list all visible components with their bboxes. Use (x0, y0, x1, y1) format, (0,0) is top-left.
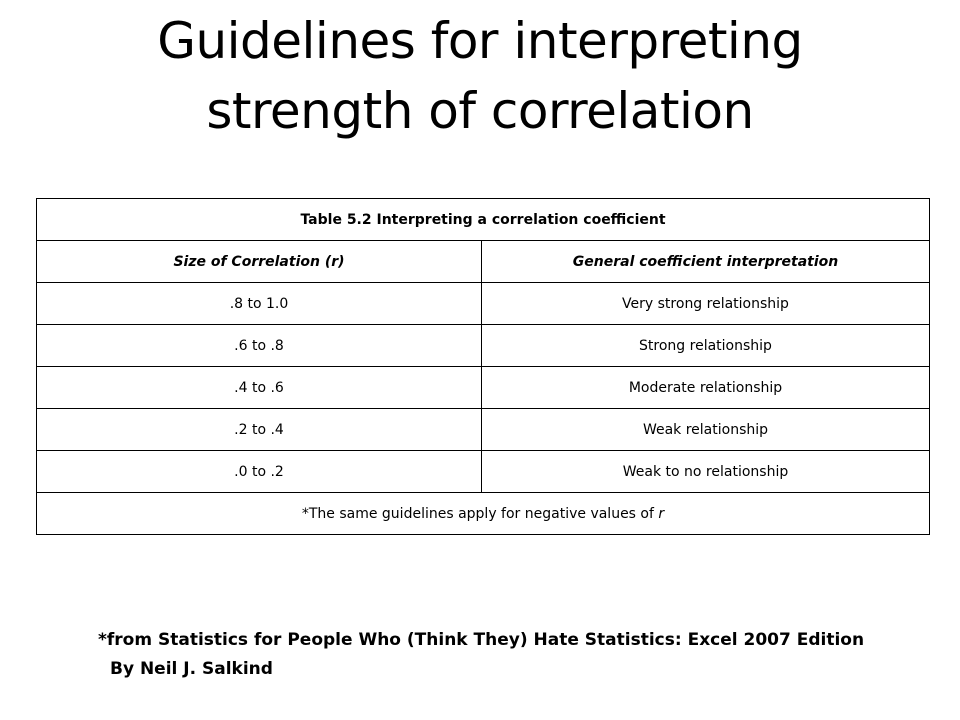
source-citation: *from Statistics for People Who (Think T… (98, 626, 958, 684)
footnote-text: *The same guidelines apply for negative … (301, 505, 659, 522)
table-row: .2 to .4 Weak relationship (36, 408, 930, 451)
header-interpretation: General coefficient interpretation (481, 240, 930, 283)
interpretation-cell: Strong relationship (481, 324, 930, 367)
interpretation-cell: Weak relationship (481, 408, 930, 451)
range-cell: .4 to .6 (36, 366, 482, 409)
source-line-1: *from Statistics for People Who (Think T… (98, 630, 865, 650)
table-header-row: Size of Correlation (r) General coeffici… (36, 240, 930, 283)
table-row: .6 to .8 Strong relationship (36, 324, 930, 367)
slide-title-line-1: Guidelines for interpreting (157, 12, 803, 70)
table-row: .4 to .6 Moderate relationship (36, 366, 930, 409)
table-row: .0 to .2 Weak to no relationship (36, 450, 930, 493)
correlation-table: Table 5.2 Interpreting a correlation coe… (36, 198, 930, 535)
table-row: .8 to 1.0 Very strong relationship (36, 282, 930, 325)
table-caption: Table 5.2 Interpreting a correlation coe… (36, 198, 930, 241)
slide-title: Guidelines for interpreting strength of … (0, 6, 960, 146)
table-footnote: *The same guidelines apply for negative … (36, 492, 930, 535)
source-line-2: By Neil J. Salkind (110, 659, 273, 679)
footnote-var: r (658, 505, 665, 522)
header-size-of-correlation: Size of Correlation (r) (36, 240, 482, 283)
interpretation-cell: Weak to no relationship (481, 450, 930, 493)
interpretation-cell: Moderate relationship (481, 366, 930, 409)
header-size-prefix: Size of Correlation ( (173, 253, 332, 270)
table-caption-row: Table 5.2 Interpreting a correlation coe… (36, 198, 930, 241)
header-size-var: r (331, 253, 339, 270)
header-size-suffix: ) (338, 253, 345, 270)
range-cell: .8 to 1.0 (36, 282, 482, 325)
range-cell: .2 to .4 (36, 408, 482, 451)
range-cell: .0 to .2 (36, 450, 482, 493)
table-footnote-row: *The same guidelines apply for negative … (36, 492, 930, 535)
interpretation-cell: Very strong relationship (481, 282, 930, 325)
slide-title-line-2: strength of correlation (206, 82, 754, 140)
range-cell: .6 to .8 (36, 324, 482, 367)
